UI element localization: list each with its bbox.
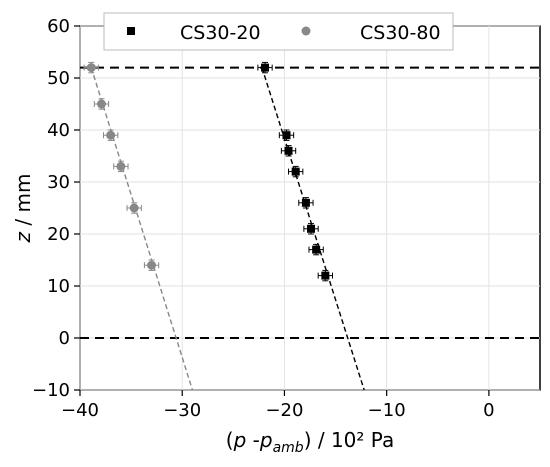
data-point-cs30-20 [312,245,321,254]
legend-box [103,12,454,51]
x-tick-label: −40 [61,400,99,421]
data-point-cs30-80 [96,99,106,109]
data-point-cs30-20 [301,198,310,207]
xlabel-unit: / 10² Pa [312,428,395,452]
data-point-cs30-20 [284,146,293,155]
data-points [86,63,330,280]
legend-label-cs30-80: CS30-80 [360,22,441,44]
y-tick-label: 10 [47,276,70,297]
xlabel-sep: - [246,428,260,452]
data-point-cs30-80 [116,161,126,171]
fit-lines [90,67,365,391]
y-tick-label: −10 [32,380,70,401]
x-tick-label: −30 [163,400,201,421]
xlabel-p: p [233,428,247,452]
data-point-cs30-20 [261,63,270,72]
x-tick-label: −10 [368,400,406,421]
y-tick-label: 30 [47,172,70,193]
y-tick-label: 20 [47,224,70,245]
xlabel-pamb-sub: amb [273,440,304,456]
xlabel-pamb-p: p [259,428,273,452]
data-point-cs30-20 [321,271,330,280]
x-tick-label: −20 [265,400,303,421]
y-tick-label: 40 [47,120,70,141]
data-point-cs30-20 [291,167,300,176]
legend-marker-cs30-80 [301,26,311,36]
x-axis-label: (p -pamb) / 10² Pa [226,428,394,456]
x-axis-ticks: −40 −30 −20 −10 0 [61,390,495,421]
y-axis-ticks: −10 0 10 20 30 40 50 60 [32,16,80,401]
data-point-cs30-20 [307,224,316,233]
y-tick-label: 0 [59,328,70,349]
x-tick-label: 0 [483,400,494,421]
y-tick-label: 50 [47,68,70,89]
plot-frame [79,25,541,391]
xlabel-close: ) [304,428,312,452]
data-point-cs30-80 [129,203,139,213]
data-point-cs30-80 [147,260,157,270]
ylabel-z: z [11,231,35,243]
data-point-cs30-80 [86,63,96,73]
legend-label-cs30-20: CS30-20 [180,22,261,44]
fit-line-cs30-80 [90,67,194,391]
xlabel-open: ( [226,428,234,452]
grid [79,25,540,391]
y-tick-label: 60 [47,16,70,37]
y-axis-label: z / mm [11,174,35,244]
legend-marker-cs30-20 [127,27,135,35]
data-point-cs30-80 [106,130,116,140]
legend: CS30-20 CS30-80 [103,12,454,51]
reference-lines [80,66,540,339]
data-point-cs30-20 [282,131,291,140]
ylabel-unit: / mm [11,174,35,232]
